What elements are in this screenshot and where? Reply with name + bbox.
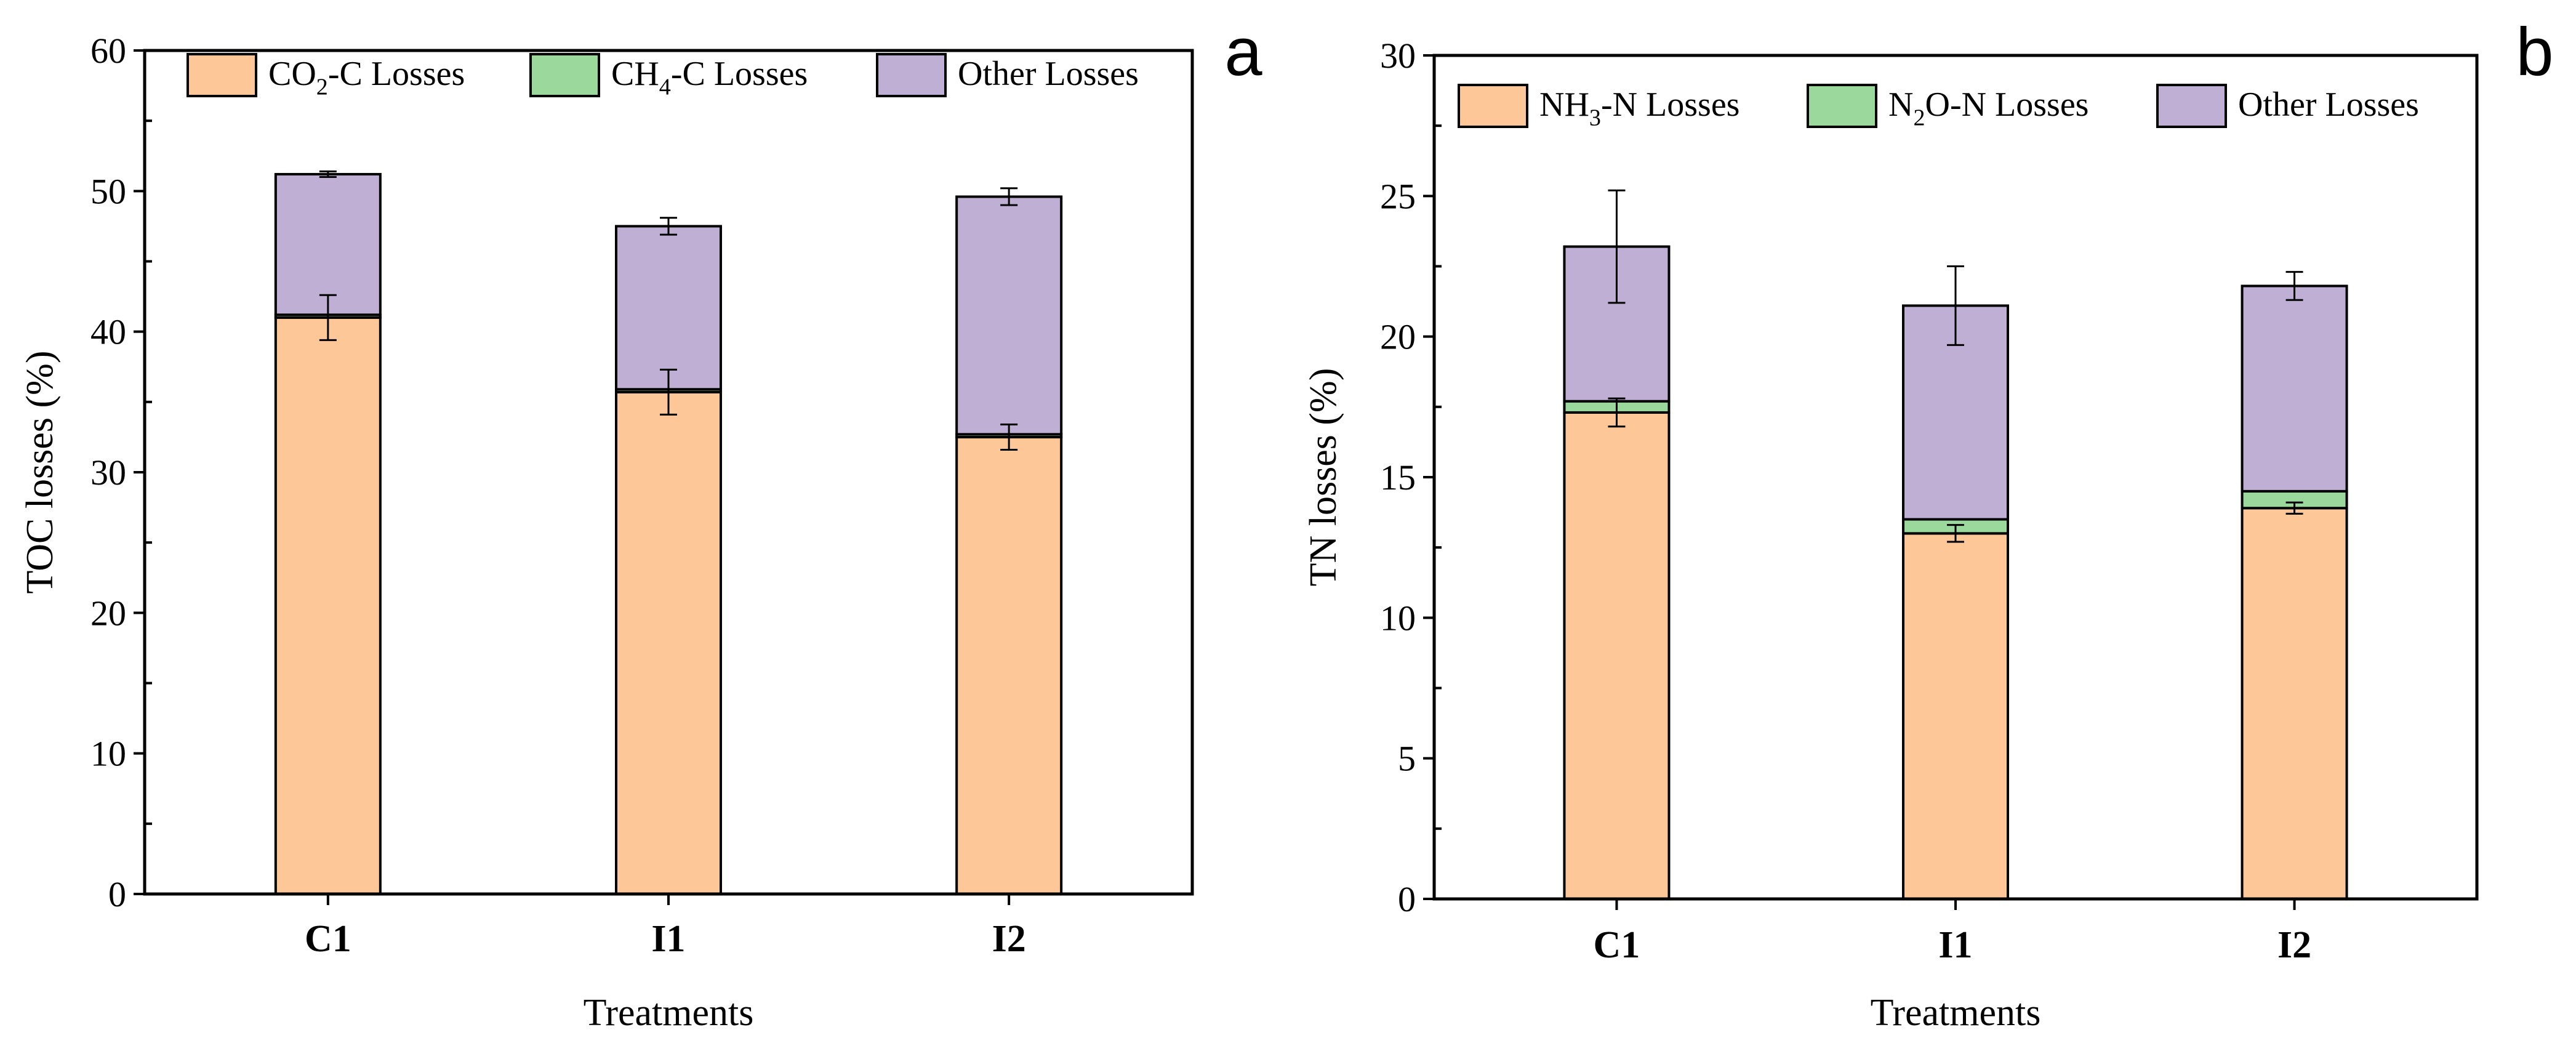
legend-swatch [529,53,600,97]
bar-I1-1 [615,390,722,895]
x-tick-label: I1 [651,918,685,960]
bar-C1-1 [274,316,382,895]
error-bar-I2-1 [1000,423,1018,451]
x-axis-label: Treatments [1871,992,2041,1034]
legend-swatch [1807,84,1877,128]
legend-subscript: 4 [659,74,671,100]
y-tick-label: 60 [90,31,126,71]
error-bar-C1-3 [319,170,337,178]
y-tick-label: 50 [90,171,126,211]
y-tick-label: 10 [1380,598,1416,638]
error-bar-C1-1 [1608,397,1626,428]
y-tick-label: 20 [1380,317,1416,357]
error-bar-I2-1 [2285,501,2303,515]
error-bar-I1-1 [660,368,677,416]
y-axis-label: TN losses (%) [1302,368,1344,587]
bar-I1-3 [615,225,722,391]
error-bar-C1-1 [319,294,337,341]
y-axis-label: TOC losses (%) [19,351,61,594]
panel-letter: b [2516,14,2553,90]
bar-I1-1 [1902,532,2009,900]
y-tick-label: 15 [1380,457,1416,497]
x-tick-label: I2 [992,918,1026,960]
legend: CO2-C Losses CH4-C Losses Other Losses [187,53,1139,100]
legend-label: Other Losses [958,55,1139,93]
legend-item-2: CH4-C Losses [529,53,808,100]
x-tick-label: C1 [1594,924,1640,966]
legend-label-rest: -N Losses [1601,86,1740,124]
legend-item-3: Other Losses [2156,84,2419,128]
legend-subscript: 3 [1589,105,1601,131]
legend: NH3-N Losses N2O-N Losses Other Losses [1458,84,2419,131]
legend-label: NH3-N Losses [1539,86,1739,131]
bar-I2-1 [2241,507,2348,900]
plot-frame [1432,54,2479,901]
x-axis-label: Treatments [584,992,754,1034]
legend-label: Other Losses [2238,86,2419,124]
y-tick-label: 30 [1380,36,1416,76]
legend-item-3: Other Losses [876,53,1139,97]
bar-I2-3 [2241,284,2348,493]
chart-panel-a: C1 I1 I2 0 10 20 30 40 50 60 TOC losses (%) Treatme… [19,14,1262,1034]
legend-subscript: 2 [1913,105,1925,131]
legend-label-rest: -C Losses [671,55,808,93]
legend-label: CO2-C Losses [268,55,465,100]
y-tick-label: 20 [90,593,126,633]
bar-C1-1 [1563,411,1671,900]
y-tick-label: 5 [1398,739,1416,779]
chart-panel-b: C1 I1 I2 0 5 10 15 20 25 30 TN losses (%) Treatment… [1302,14,2554,1034]
error-bar-I1-3 [660,217,677,236]
x-tick-label: C1 [305,918,351,960]
legend-item-1: NH3-N Losses [1458,84,1739,131]
legend-item-1: CO2-C Losses [187,53,465,100]
x-tick-label: I1 [1938,924,1972,966]
legend-swatch [876,53,947,97]
legend-swatch [1458,84,1528,128]
legend-label-rest: -C Losses [328,55,465,93]
error-bar-C1-3 [1608,189,1626,304]
legend-swatch [2156,84,2227,128]
plot-frame [143,49,1194,896]
error-bar-I2-3 [2285,271,2303,301]
y-tick-label: 0 [108,874,126,914]
bar-I2-1 [955,435,1063,895]
y-tick-label: 0 [1398,879,1416,919]
legend-label-rest: O-N Losses [1925,86,2089,124]
y-tick-label: 25 [1380,176,1416,216]
error-bar-I1-1 [1947,524,1964,543]
y-tick-label: 40 [90,312,126,352]
panel-letter: a [1224,14,1262,90]
legend-label: CH4-C Losses [611,55,808,100]
y-tick-label: 30 [90,453,126,493]
legend-label: N2O-N Losses [1888,86,2088,131]
bar-I2-3 [955,195,1063,436]
bar-C1-3 [274,172,382,316]
x-tick-label: I2 [2277,924,2311,966]
y-tick-label: 10 [90,734,126,774]
error-bar-I1-3 [1947,265,1964,346]
legend-swatch [187,53,257,97]
legend-item-2: N2O-N Losses [1807,84,2088,131]
error-bar-I2-3 [1000,187,1018,206]
legend-subscript: 2 [316,74,328,100]
